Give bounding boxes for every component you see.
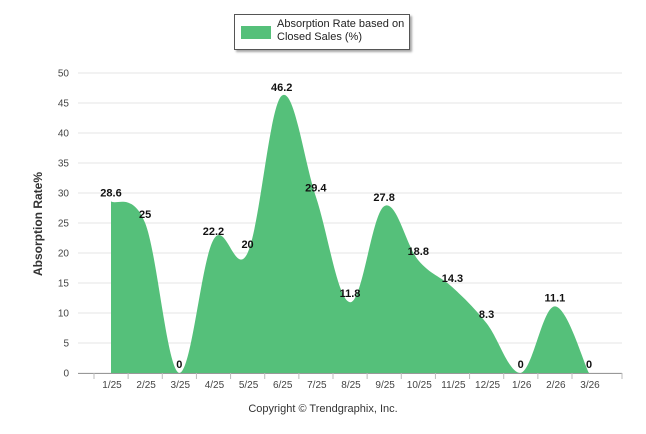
data-label: 0 bbox=[518, 359, 524, 371]
y-tick-label: 25 bbox=[58, 219, 70, 230]
legend-swatch bbox=[241, 26, 271, 39]
x-tick-label: 6/25 bbox=[273, 380, 293, 391]
x-tick-label: 11/25 bbox=[441, 380, 466, 391]
y-tick-label: 50 bbox=[58, 69, 70, 80]
y-tick-label: 30 bbox=[58, 189, 70, 200]
y-tick-label: 45 bbox=[58, 99, 70, 110]
y-tick-label: 0 bbox=[63, 369, 69, 380]
x-tick-label: 9/25 bbox=[375, 380, 395, 391]
x-tick-label: 10/25 bbox=[407, 380, 432, 391]
data-label: 14.3 bbox=[442, 273, 463, 285]
y-tick-label: 5 bbox=[63, 339, 69, 350]
data-label: 46.2 bbox=[271, 82, 292, 94]
y-tick-label: 40 bbox=[58, 129, 70, 140]
y-tick-label: 20 bbox=[58, 249, 70, 260]
data-label: 11.8 bbox=[340, 288, 361, 300]
x-tick-label: 2/25 bbox=[136, 380, 156, 391]
x-tick-label: 12/25 bbox=[475, 380, 500, 391]
data-label: 11.1 bbox=[544, 292, 565, 304]
y-tick-label: 15 bbox=[58, 279, 70, 290]
series-area bbox=[111, 94, 589, 373]
x-tick-label: 7/25 bbox=[307, 380, 327, 391]
data-label: 18.8 bbox=[408, 246, 429, 258]
data-label: 22.2 bbox=[203, 226, 224, 238]
data-label: 8.3 bbox=[479, 309, 494, 321]
y-axis-title: Absorption Rate% bbox=[31, 171, 45, 277]
data-label: 0 bbox=[176, 359, 182, 371]
data-label: 0 bbox=[586, 359, 592, 371]
data-label: 27.8 bbox=[373, 192, 394, 204]
x-tick-label: 1/26 bbox=[512, 380, 532, 391]
copyright-credit: Copyright © Trendgraphix, Inc. bbox=[248, 403, 398, 415]
data-label: 28.6 bbox=[100, 187, 121, 199]
x-tick-label: 1/25 bbox=[102, 380, 122, 391]
y-axis-ticks: 0 5 10 15 20 25 30 35 40 45 50 bbox=[58, 69, 70, 380]
data-label: 29.4 bbox=[305, 183, 327, 195]
y-tick-label: 35 bbox=[58, 159, 70, 170]
x-tick-label: 4/25 bbox=[205, 380, 225, 391]
x-tick-label: 3/26 bbox=[580, 380, 600, 391]
data-label: 25 bbox=[139, 209, 151, 221]
x-tick-label: 2/26 bbox=[546, 380, 566, 391]
legend: Absorption Rate based on Closed Sales (%… bbox=[234, 14, 410, 50]
data-label: 20 bbox=[241, 239, 253, 251]
x-tick-label: 3/25 bbox=[171, 380, 191, 391]
y-tick-label: 10 bbox=[58, 309, 70, 320]
grid-lines bbox=[78, 72, 622, 374]
x-axis: 1/25 2/25 3/25 4/25 5/25 6/25 7/25 8/25 9/25 10/2… bbox=[78, 373, 623, 391]
data-labels: 28.6 25 0 22.2 20 46.2 29.4 11.8 27.8 18.8 14.3 8.3… bbox=[100, 82, 592, 371]
x-tick-label: 8/25 bbox=[341, 380, 361, 391]
x-tick-label: 5/25 bbox=[239, 380, 259, 391]
legend-label: Absorption Rate based on Closed Sales (%… bbox=[277, 18, 405, 43]
